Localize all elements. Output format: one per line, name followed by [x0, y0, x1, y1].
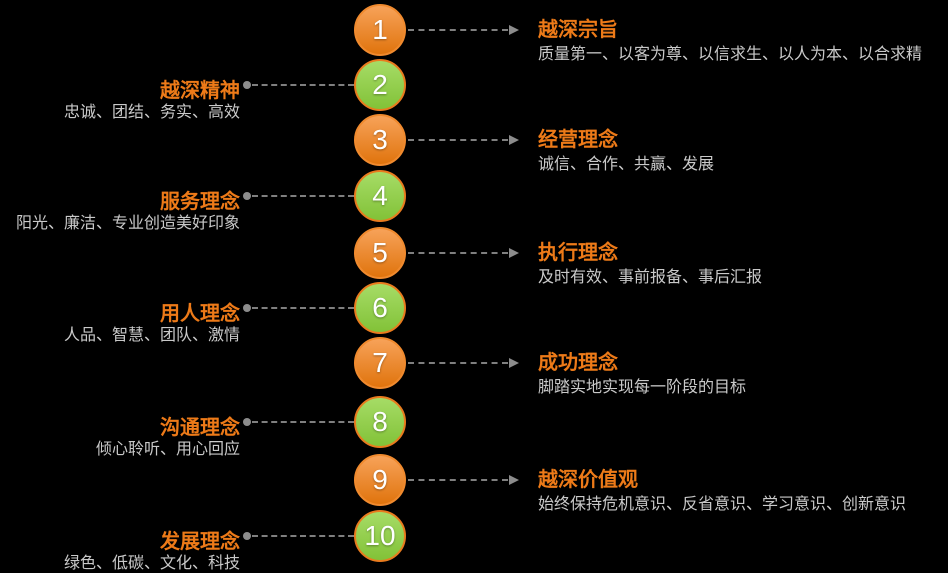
step-number: 10 — [364, 520, 396, 551]
item-title: 发展理念 — [160, 531, 240, 553]
connector-line — [408, 479, 508, 481]
step-number: 6 — [372, 292, 388, 323]
connector-arrow-icon — [509, 25, 519, 35]
connector-line — [408, 29, 508, 31]
step-circle-10: 10 — [354, 510, 406, 562]
item-title: 服务理念 — [160, 191, 240, 213]
connector-line — [252, 421, 354, 423]
step-number: 7 — [372, 347, 388, 378]
connector-arrow-icon — [509, 358, 519, 368]
step-circle-5: 5 — [354, 227, 406, 279]
item-title: 越深宗旨 — [538, 19, 618, 41]
step-circle-2: 2 — [354, 59, 406, 111]
connector-dot-icon — [243, 81, 251, 89]
item-title: 经营理念 — [538, 129, 618, 151]
connector-dot-icon — [243, 304, 251, 312]
connector-dot-icon — [243, 418, 251, 426]
step-number: 1 — [372, 14, 388, 45]
step-circle-9: 9 — [354, 454, 406, 506]
connector-arrow-icon — [509, 475, 519, 485]
item-description: 质量第一、以客为尊、以信求生、以人为本、以合求精 — [538, 46, 923, 63]
connector-line — [252, 84, 354, 86]
item-description: 忠诚、团结、务实、高效 — [63, 104, 240, 121]
step-number: 2 — [372, 69, 388, 100]
connector-line — [252, 307, 354, 309]
step-circle-8: 8 — [354, 396, 406, 448]
item-description: 脚踏实地实现每一阶段的目标 — [538, 379, 747, 396]
step-circle-3: 3 — [354, 114, 406, 166]
connector-line — [408, 252, 508, 254]
item-title: 沟通理念 — [160, 417, 240, 439]
step-circle-4: 4 — [354, 170, 406, 222]
item-description: 阳光、廉洁、专业创造美好印象 — [15, 215, 240, 232]
item-title: 用人理念 — [160, 303, 240, 325]
item-title: 成功理念 — [538, 352, 618, 374]
step-number: 8 — [372, 406, 388, 437]
connector-arrow-icon — [509, 248, 519, 258]
connector-dot-icon — [243, 532, 251, 540]
step-number: 9 — [372, 464, 388, 495]
connector-line — [408, 139, 508, 141]
item-description: 绿色、低碳、文化、科技 — [63, 555, 240, 572]
item-description: 始终保持危机意识、反省意识、学习意识、创新意识 — [538, 496, 907, 513]
connector-arrow-icon — [509, 135, 519, 145]
step-number: 3 — [372, 124, 388, 155]
item-description: 人品、智慧、团队、激情 — [63, 327, 240, 344]
item-title: 越深精神 — [160, 80, 240, 102]
step-number: 4 — [372, 180, 388, 211]
item-description: 及时有效、事前报备、事后汇报 — [538, 269, 763, 286]
step-circle-1: 1 — [354, 4, 406, 56]
item-description: 倾心聆听、用心回应 — [95, 441, 240, 458]
item-title: 越深价值观 — [538, 469, 638, 491]
step-number: 5 — [372, 237, 388, 268]
connector-line — [252, 535, 354, 537]
connector-line — [252, 195, 354, 197]
step-circle-7: 7 — [354, 337, 406, 389]
item-description: 诚信、合作、共赢、发展 — [538, 156, 715, 173]
step-circle-6: 6 — [354, 282, 406, 334]
connector-line — [408, 362, 508, 364]
item-title: 执行理念 — [538, 242, 618, 264]
connector-dot-icon — [243, 192, 251, 200]
